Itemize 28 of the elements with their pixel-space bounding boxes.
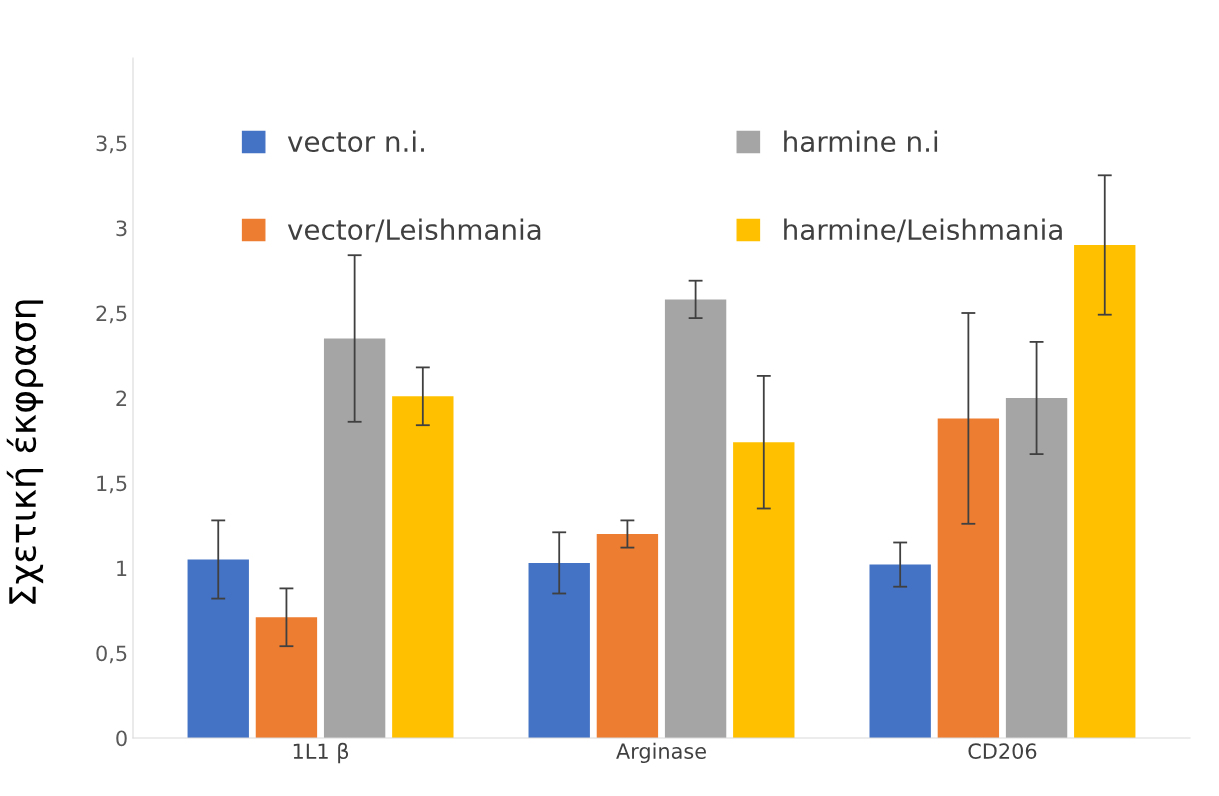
bar — [869, 564, 931, 738]
y-tick-label: 1,5 — [97, 475, 127, 494]
legend-label: vector n.i. — [287, 130, 424, 153]
y-tick-label: 3 — [116, 220, 127, 237]
bar — [596, 534, 659, 738]
y-tick-label: 2,5 — [96, 305, 127, 324]
y-tick-label: 3,5 — [96, 135, 127, 154]
legend-label: harmine/Leishmania — [784, 218, 1062, 243]
x-tick-label: CD206 — [968, 743, 1037, 759]
y-tick-label: 0 — [116, 730, 127, 747]
bar — [937, 418, 1000, 738]
legend-label: harmine n.i — [784, 130, 938, 153]
y-tick-label: 0,5 — [96, 645, 127, 664]
y-tick-label: 2 — [116, 390, 127, 406]
y-axis-title: Σχετική έκφραση — [6, 300, 44, 604]
bar — [392, 396, 454, 738]
legend-label: vector/Leishmania — [287, 218, 541, 243]
x-tick-label: 1L1 β — [293, 742, 349, 764]
y-tick-label: 1 — [117, 560, 127, 576]
bar — [255, 617, 318, 738]
bar — [664, 299, 727, 738]
bar — [733, 442, 795, 738]
x-tick-label: Arginase — [616, 742, 706, 764]
bar — [323, 338, 386, 738]
bar — [528, 562, 590, 738]
bar — [1074, 245, 1136, 738]
bar — [1005, 398, 1068, 738]
bar — [187, 559, 249, 738]
